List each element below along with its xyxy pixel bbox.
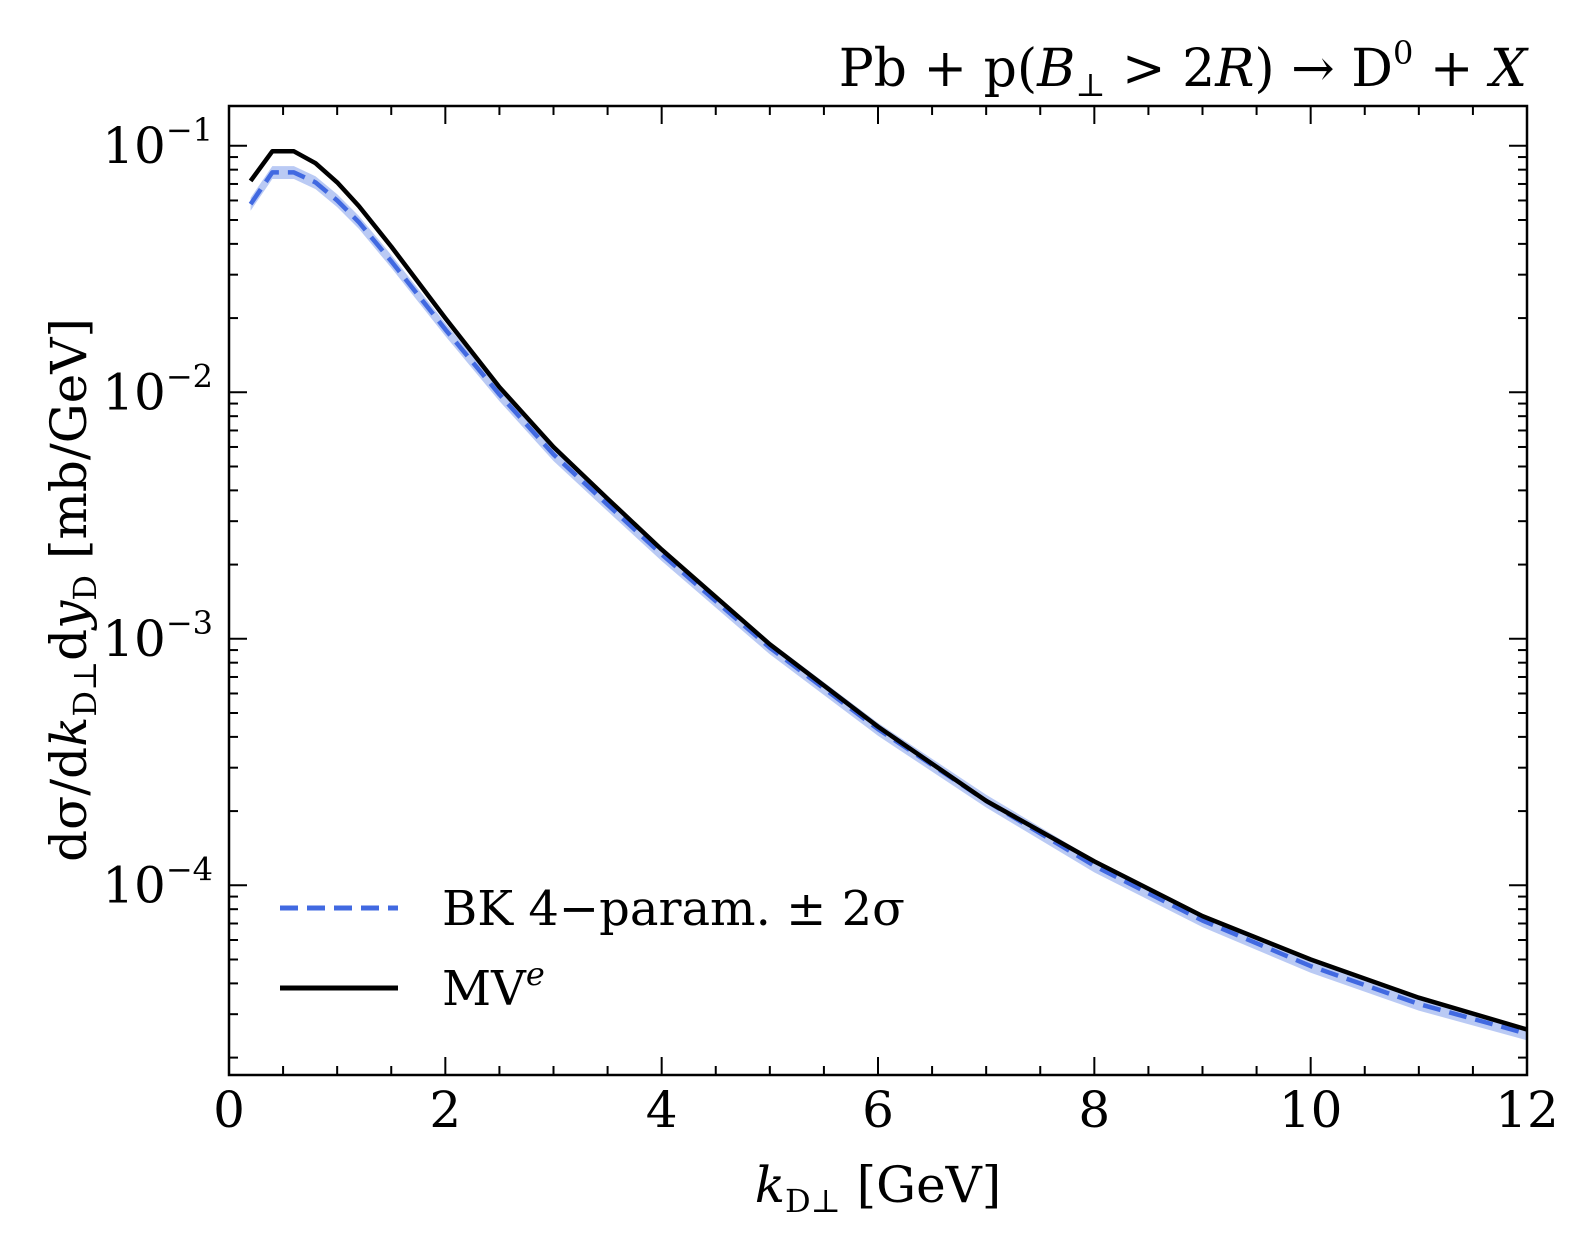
x-tick-label: 10 [1279, 1081, 1343, 1139]
y-tick-label: 10−4 [102, 850, 213, 914]
y-tick-label: 10−1 [102, 111, 213, 175]
legend-label-mv: MVe [442, 955, 545, 1017]
plot-frame [227, 104, 1529, 1077]
series-line-mv [248, 149, 1528, 1032]
legend: BK 4−param. ± 2σ MVe [280, 881, 905, 1017]
y-tick-labels: 10−1 10−2 10−3 10−4 [102, 111, 213, 915]
chart-title: Pb + p(B⊥ > 2R) → D0 + X [839, 34, 1529, 104]
x-tick-label: 4 [646, 1081, 678, 1139]
legend-label-bk: BK 4−param. ± 2σ [442, 881, 905, 937]
x-tick-labels: 0 2 4 6 8 10 12 [213, 1081, 1559, 1139]
tick-layer [228, 106, 1528, 1075]
x-tick-label: 12 [1495, 1081, 1559, 1139]
x-axis-label: kD⊥ [GeV] [755, 1156, 1002, 1220]
series-line-bk [248, 170, 1528, 1036]
x-tick-label: 8 [1078, 1081, 1110, 1139]
x-tick-label: 2 [429, 1081, 461, 1139]
y-tick-label: 10−3 [102, 604, 213, 668]
x-tick-label: 6 [862, 1081, 894, 1139]
y-axis-label: dσ/dkD⊥dyD [mb/GeV] [40, 318, 104, 862]
y-tick-label: 10−2 [102, 357, 213, 421]
x-tick-label: 0 [213, 1081, 245, 1139]
series-layer [248, 149, 1528, 1041]
